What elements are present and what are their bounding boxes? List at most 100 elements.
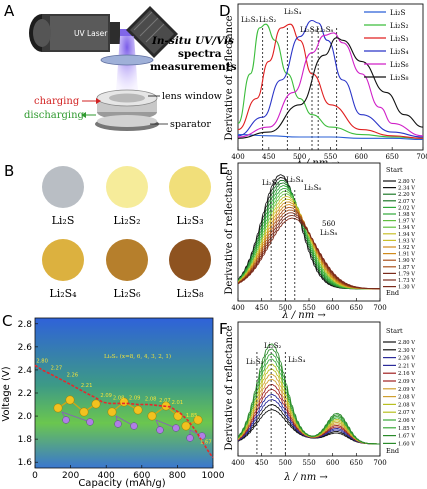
chart-c-formula: Li₂Sₓ (x=8, 6, 4, 3, 2, 1)	[104, 353, 171, 360]
chart-f-peak-label: Li₂S₄	[288, 356, 305, 364]
chart-e-legend-label: 1.91 V	[398, 252, 415, 258]
swatch-label-4: Li₂S₄	[49, 287, 77, 300]
chart-d-xtick-label: 600	[355, 153, 368, 161]
panel-b: B Li₂S Li₂S₂ Li₂S₃ Li₂S₄ Li₂S₆ Li₂S₈	[4, 162, 211, 300]
chart-d-legend-label: Li₂S₄	[390, 47, 409, 56]
chart-e-legend-label: 1.90 V	[398, 258, 415, 264]
chart-e-peak-label: 560	[322, 220, 335, 228]
chart-c-xtick-label: 400	[98, 471, 115, 481]
chart-d-xtick-label: 650	[385, 153, 398, 161]
chart-e-peak-label: Li₂S₈	[320, 229, 337, 237]
chart-e-xtick-label: 700	[373, 304, 386, 312]
chart-d-series-3	[237, 23, 424, 139]
chart-f-legend-label: 2.16 V	[398, 371, 415, 377]
chart-d-legend-label: Li₂S₈	[390, 73, 409, 82]
chart-e-legend-label: 1.87 V	[398, 265, 415, 271]
chart-f-curve	[237, 343, 380, 445]
chart-f-legend-label: 2.21 V	[398, 363, 415, 369]
chart-e-legend-label: 1.73 V	[398, 278, 415, 284]
chart-f-legend-label: 1.60 V	[398, 441, 415, 447]
panel-c: C 1.61.82.02.22.42.62.80 200 400 600 800 1000…	[1, 312, 225, 489]
chart-d-peak-label: Li₂S₄	[284, 8, 301, 16]
chart-d-xtick-label: 450	[262, 153, 275, 161]
chart-f-xlabel: λ / nm →	[283, 472, 328, 483]
title-line-3: measurements	[150, 61, 237, 73]
chart-e-peak-label: Li₂S₃	[262, 179, 279, 187]
chart-e-legend-label: 2.80 V	[398, 179, 415, 185]
swatch-grid: Li₂S Li₂S₂ Li₂S₃ Li₂S₄ Li₂S₆ Li₂S₈	[42, 166, 211, 300]
sulfur-atom	[193, 415, 203, 425]
chart-d-series-4	[237, 19, 424, 138]
chart-d-peak-label: Li₂S₈	[316, 26, 333, 34]
chart-f-legend-title: Start	[386, 327, 403, 335]
chart-d-series-6	[237, 37, 424, 139]
swatch-label-3: Li₂S₃	[176, 214, 203, 227]
chart-f-xtick-label: 600	[326, 459, 339, 467]
lens-window-label: lens window	[162, 91, 222, 102]
chart-e-legend-label: 2.34 V	[398, 186, 415, 192]
chart-e-peak-label: Li₂S₄	[286, 176, 303, 184]
chart-d-series-5	[237, 32, 424, 138]
chart-d: 400450500550600650700Li₂SLi₂S₂Li₂S₃Li₂S₄…	[231, 8, 427, 161]
title-line-2: spectra	[178, 48, 222, 60]
lithium-atom	[114, 420, 122, 428]
chart-c-marker-label: 2.09	[129, 396, 141, 402]
chart-e-legend-label: 1.79 V	[398, 271, 415, 277]
chart-d-peak-label: Li₂S₂	[259, 16, 276, 24]
chart-c-xtick-label: 200	[62, 471, 79, 481]
chart-f-legend-label: 2.80 V	[398, 340, 415, 346]
lithium-atom	[62, 416, 70, 424]
sulfur-atom	[107, 407, 117, 417]
chart-c-marker-label: 1.85	[186, 413, 198, 419]
chart-c-xtick-label: 800	[169, 471, 186, 481]
chart-e-legend-label: 1.98 V	[398, 212, 415, 218]
lithium-atom	[186, 434, 194, 442]
chart-e-xtick-label: 450	[255, 304, 268, 312]
swatch-label-6: Li₂S₈	[176, 287, 204, 300]
chart-d-legend-label: Li₂S	[390, 8, 406, 17]
lithium-atom	[172, 424, 180, 432]
panel-a-letter: A	[4, 2, 15, 20]
chart-e-curve	[237, 217, 380, 290]
chart-c-xtick-label: 600	[133, 471, 150, 481]
sulfur-atom	[79, 407, 89, 417]
chart-f-peak-label: Li₂S₃	[246, 358, 263, 366]
chart-e-xtick-label: 650	[350, 304, 363, 312]
laser-beam-horizontal	[120, 29, 136, 36]
chart-c: 1.61.82.02.22.42.62.80 200 400 600 800 10002.…	[18, 317, 225, 481]
charging-arrowhead	[96, 98, 101, 104]
molecule-illustrations	[53, 395, 206, 442]
chart-d-peak-label: Li₂S₆	[300, 26, 317, 34]
charging-label: charging	[34, 96, 80, 107]
chart-e-legend-label: 2.20 V	[398, 192, 415, 198]
chart-f-legend-label: 2.08 V	[398, 395, 415, 401]
chart-f-xtick-label: 400	[231, 459, 244, 467]
sulfur-atom	[133, 405, 143, 415]
chart-f-peak-label: Li₂S₂	[264, 342, 281, 350]
chart-e-legend-label: 1.93 V	[398, 238, 415, 244]
discharging-label: discharging	[24, 110, 85, 121]
chart-c-marker-label: 2.07	[159, 398, 171, 404]
cell-holder	[95, 89, 159, 131]
chart-c-ytick-label: 2.0	[18, 412, 33, 422]
sulfur-atom	[119, 397, 129, 407]
chart-f-xtick-label: 450	[255, 459, 268, 467]
chart-e-legend-label: 1.94 V	[398, 225, 415, 231]
lithium-atom	[86, 418, 94, 426]
chart-e-legend-title: Start	[386, 166, 403, 174]
chart-f-legend-label: 2.08 V	[398, 402, 415, 408]
swatch-5	[106, 239, 148, 281]
swatch-4	[42, 239, 84, 281]
chart-c-plot-area	[35, 318, 213, 468]
chart-e-legend-label: 1.97 V	[398, 219, 415, 225]
chart-d-legend-label: Li₂S₆	[390, 60, 409, 69]
chart-d-ylabel: Derivative of reflectance	[224, 15, 235, 140]
title-line-1: In-situ UV/Vis	[151, 35, 234, 47]
panel-b-letter: B	[4, 162, 14, 180]
chart-c-marker-label: 2.08	[113, 396, 125, 402]
chart-e-ylabel: Derivative of reflectance	[224, 169, 235, 294]
